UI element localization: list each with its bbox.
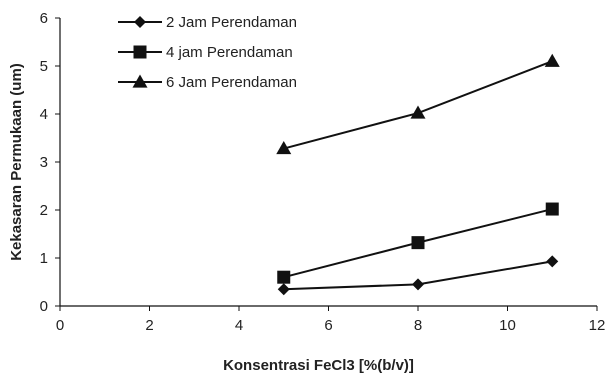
y-tick-label: 4 bbox=[40, 106, 48, 123]
legend-label: 2 Jam Perendaman bbox=[166, 14, 297, 31]
y-tick-label: 5 bbox=[40, 58, 48, 75]
x-tick-label: 6 bbox=[324, 317, 332, 334]
series-1-point bbox=[412, 278, 424, 291]
x-axis-title: Konsentrasi FeCl3 [%(b/v)] bbox=[223, 357, 414, 374]
series-3 bbox=[276, 53, 560, 155]
y-tick-label: 6 bbox=[40, 10, 48, 27]
y-tick-label: 2 bbox=[40, 202, 48, 219]
legend-marker bbox=[133, 45, 147, 59]
y-tick-label: 0 bbox=[40, 298, 48, 315]
x-tick-label: 4 bbox=[235, 317, 243, 334]
series-2 bbox=[277, 202, 559, 284]
y-axis-title: Kekasaran Permukaan (um) bbox=[8, 63, 25, 261]
series-1-point bbox=[277, 283, 290, 296]
legend-label: 4 jam Perendaman bbox=[166, 44, 293, 61]
y-axis-ticks: 0 1 2 3 4 5 6 bbox=[40, 10, 60, 315]
y-tick-label: 3 bbox=[40, 154, 48, 171]
legend-entry-1: 2 Jam Perendaman bbox=[118, 14, 297, 31]
legend: 2 Jam Perendaman 4 jam Perendaman 6 Jam Pe… bbox=[118, 14, 297, 91]
chart-axes bbox=[59, 18, 597, 307]
series-3-point bbox=[276, 141, 292, 155]
x-tick-label: 10 bbox=[499, 317, 516, 334]
legend-label: 6 Jam Perendaman bbox=[166, 74, 297, 91]
series-layer bbox=[276, 53, 560, 296]
series-1-point bbox=[546, 255, 559, 268]
x-tick-label: 12 bbox=[589, 317, 606, 334]
legend-entry-2: 4 jam Perendaman bbox=[118, 44, 293, 61]
x-axis-ticks: 0 2 4 6 8 10 12 bbox=[56, 306, 606, 334]
series-3-point bbox=[410, 105, 426, 119]
series-2-point bbox=[545, 202, 559, 216]
legend-marker bbox=[134, 16, 146, 28]
x-tick-label: 0 bbox=[56, 317, 64, 334]
series-2-point bbox=[277, 270, 291, 284]
series-1 bbox=[277, 255, 559, 296]
series-3-point bbox=[544, 53, 560, 67]
series-3-line bbox=[283, 60, 553, 150]
y-tick-label: 1 bbox=[40, 250, 48, 267]
legend-marker bbox=[132, 74, 148, 88]
x-tick-label: 8 bbox=[414, 317, 422, 334]
legend-entry-3: 6 Jam Perendaman bbox=[118, 74, 297, 91]
x-tick-label: 2 bbox=[145, 317, 153, 334]
series-2-point bbox=[411, 236, 425, 250]
